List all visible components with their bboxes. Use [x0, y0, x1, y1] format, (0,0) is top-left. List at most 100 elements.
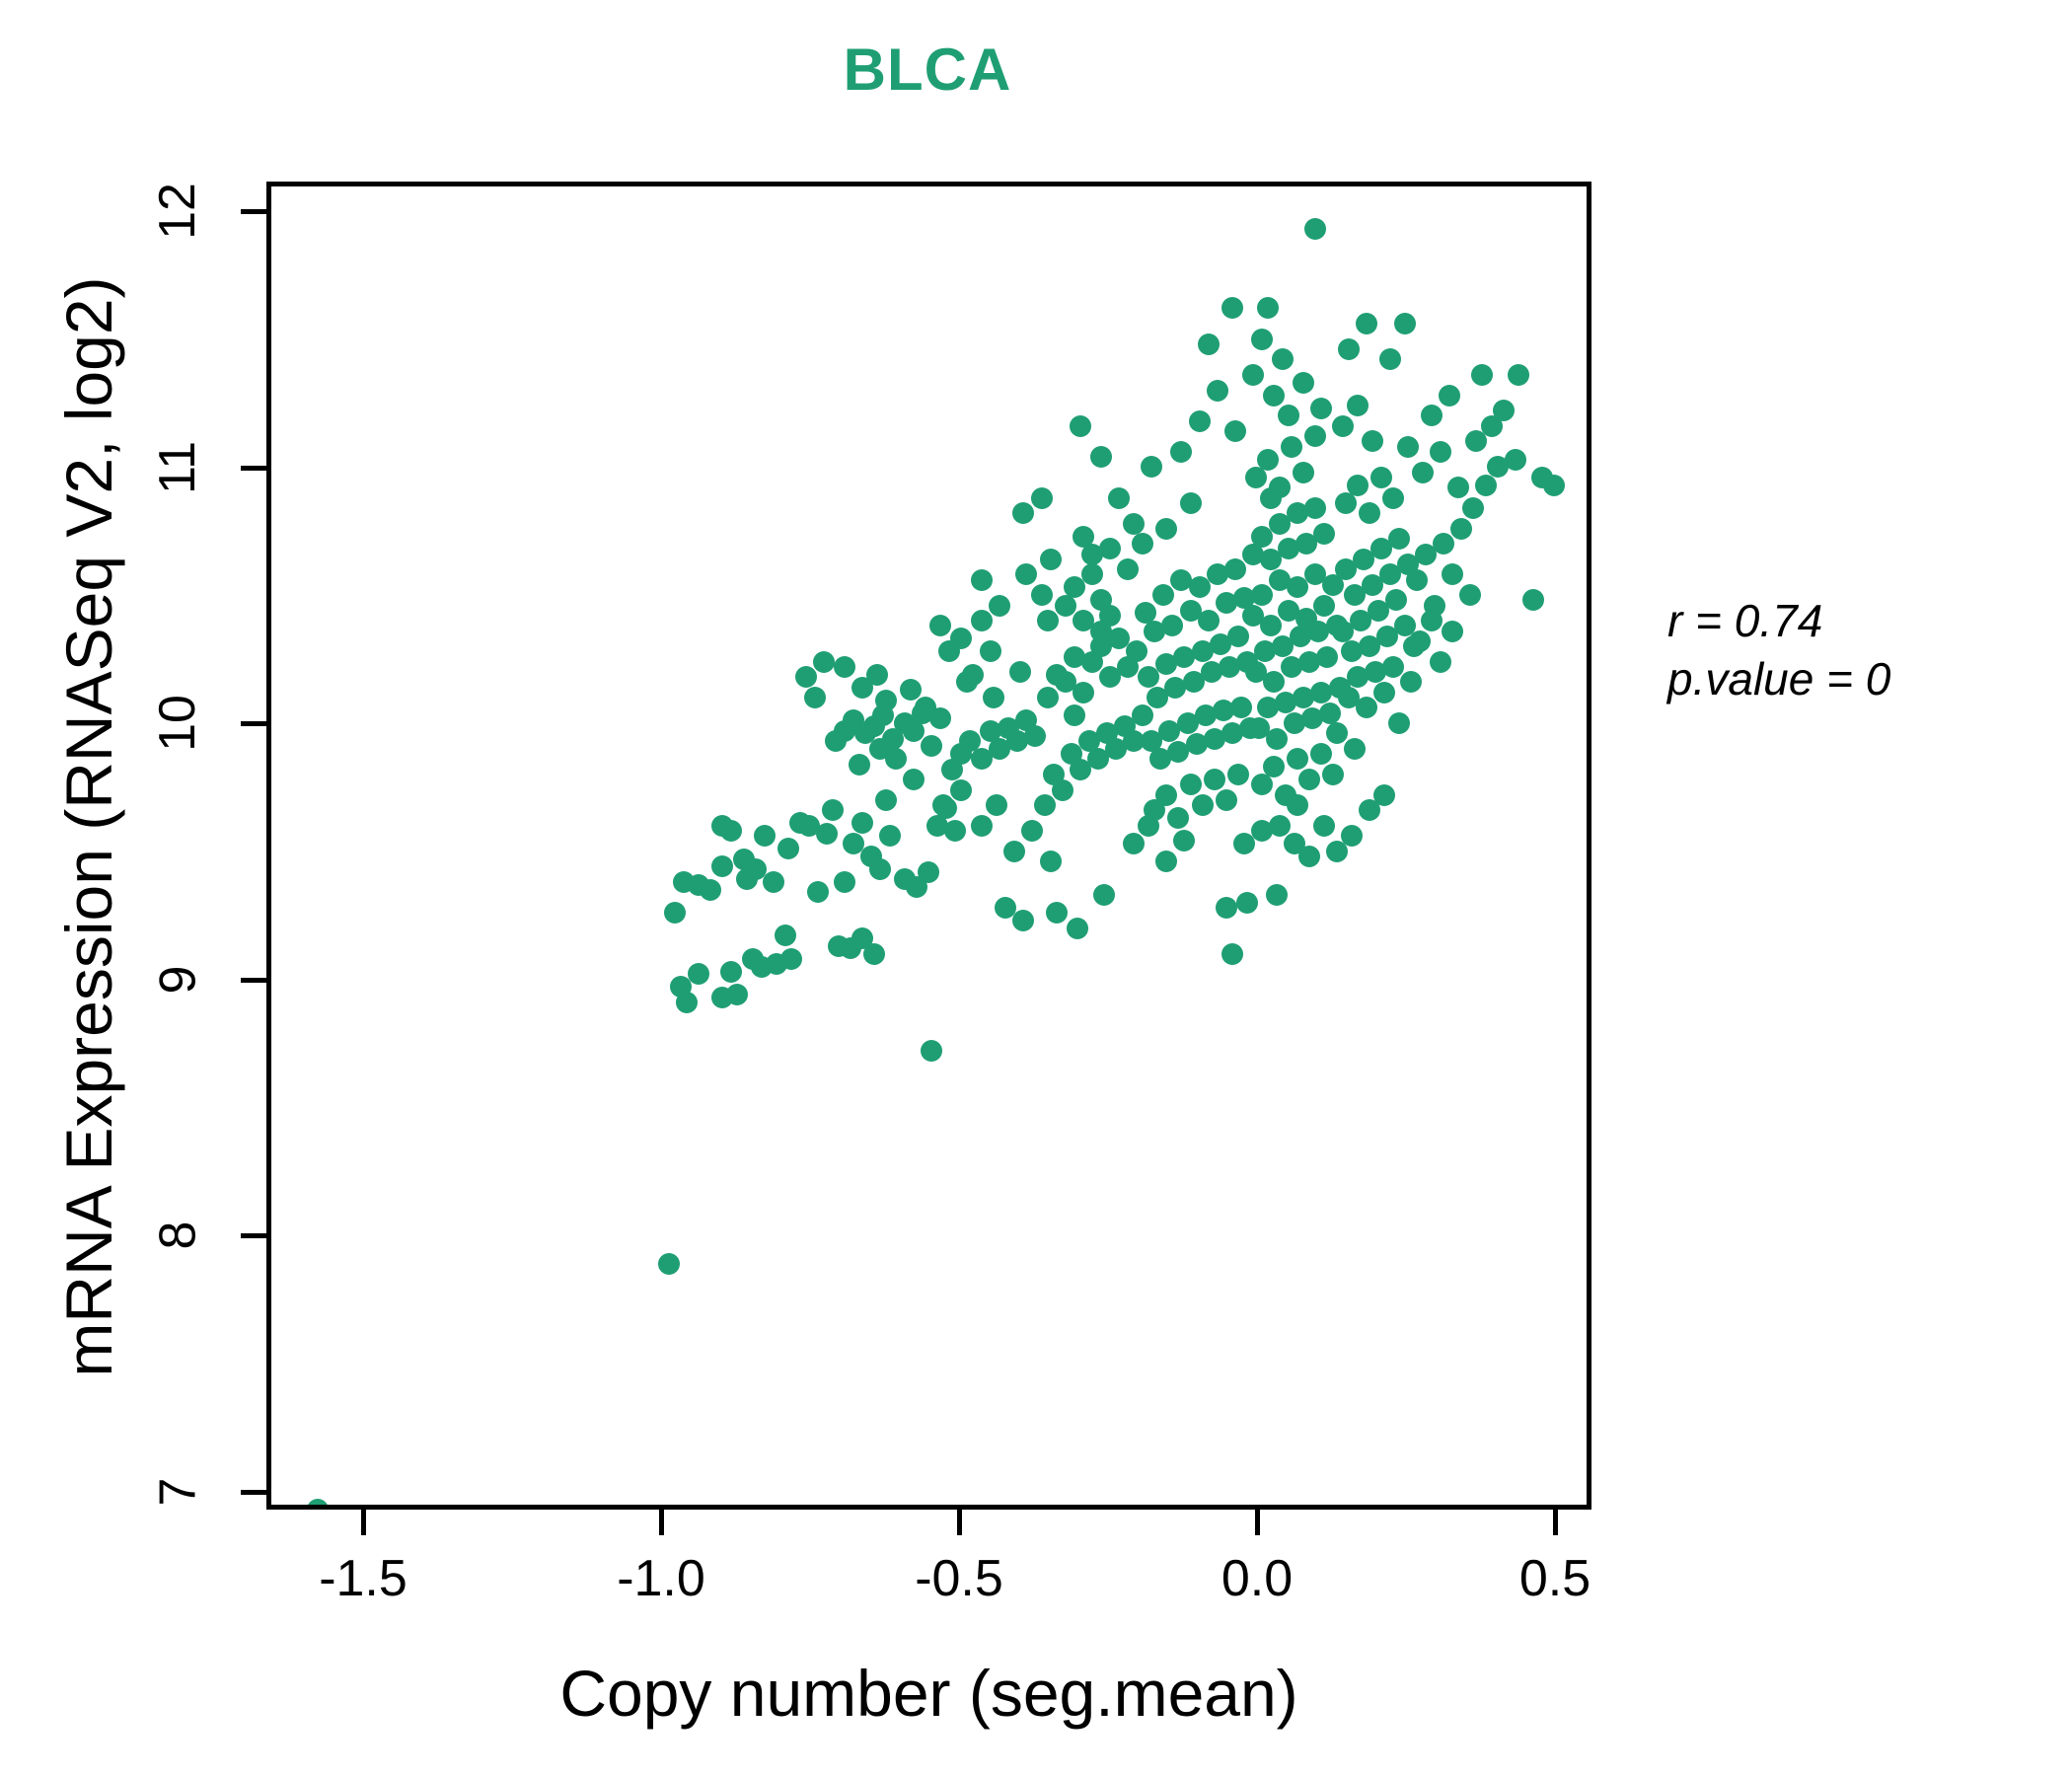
scatter-point — [1188, 409, 1211, 432]
scatter-point — [1400, 671, 1422, 694]
scatter-point — [1257, 697, 1280, 719]
scatter-point — [735, 868, 758, 891]
scatter-point — [1244, 466, 1267, 488]
scatter-point — [1304, 217, 1327, 240]
scatter-point — [1051, 778, 1073, 801]
scatter-point — [1387, 528, 1410, 551]
scatter-point — [875, 689, 898, 711]
scatter-point — [1287, 794, 1309, 817]
scatter-point — [1310, 397, 1333, 419]
scatter-point — [1442, 620, 1464, 642]
scatter-point — [1209, 632, 1231, 655]
scatter-point — [1232, 586, 1255, 609]
scatter-point — [1072, 610, 1094, 632]
scatter-point — [995, 896, 1017, 919]
scatter-point — [1108, 628, 1131, 650]
scatter-point — [1152, 584, 1175, 607]
scatter-point — [1251, 820, 1273, 843]
scatter-point — [1372, 783, 1395, 806]
x-tick-label: -0.5 — [915, 1550, 1003, 1607]
scatter-point — [1430, 650, 1452, 673]
scatter-point — [1218, 655, 1240, 678]
scatter-point — [1310, 743, 1333, 766]
scatter-point — [1298, 769, 1321, 791]
scatter-point — [1229, 697, 1252, 719]
x-tick-mark — [361, 1510, 366, 1535]
scatter-point — [1334, 491, 1357, 514]
scatter-point — [1077, 730, 1100, 753]
scatter-point — [1430, 440, 1452, 463]
scatter-point — [1447, 477, 1470, 499]
scatter-point — [1358, 799, 1380, 822]
scatter-point — [1409, 629, 1432, 652]
scatter-point — [1191, 640, 1214, 663]
scatter-point — [1251, 525, 1273, 548]
scatter-point — [1331, 414, 1354, 437]
scatter-point — [1194, 704, 1217, 727]
scatter-point — [1098, 666, 1121, 689]
scatter-point — [1378, 348, 1401, 371]
scatter-point — [664, 902, 687, 925]
scatter-point — [1251, 774, 1273, 796]
scatter-point — [753, 825, 776, 848]
scatter-point — [834, 870, 856, 893]
x-tick-mark — [1255, 1510, 1260, 1535]
scatter-point — [1108, 486, 1131, 509]
scatter-point — [1030, 486, 1053, 509]
scatter-point — [1203, 769, 1225, 791]
scatter-point — [1269, 512, 1292, 535]
scatter-point — [1170, 440, 1193, 463]
scatter-point — [1492, 400, 1515, 422]
scatter-point — [1179, 599, 1202, 622]
scatter-point — [1135, 602, 1157, 625]
x-tick-mark — [1553, 1510, 1558, 1535]
scatter-point — [1030, 584, 1053, 607]
scatter-point — [1322, 573, 1345, 596]
scatter-point — [1307, 620, 1330, 642]
scatter-point — [1158, 719, 1181, 742]
scatter-point — [1141, 456, 1163, 479]
scatter-point — [971, 610, 994, 632]
scatter-point — [1141, 730, 1163, 753]
y-tick-mark — [241, 721, 266, 727]
correlation-value: r = 0.74 — [1667, 595, 1823, 646]
y-axis-title-wrap: mRNA Expression (RNASeq V2, log2) — [49, 136, 128, 1517]
scatter-point — [1105, 737, 1128, 760]
scatter-point — [1191, 794, 1214, 817]
scatter-point — [1346, 666, 1369, 689]
scatter-point — [1421, 405, 1443, 427]
scatter-point — [1465, 430, 1488, 453]
scatter-point — [1066, 917, 1088, 939]
scatter-point — [949, 628, 972, 650]
scatter-point — [1161, 615, 1184, 637]
x-tick-label: 0.0 — [1221, 1550, 1294, 1607]
scatter-point — [1337, 337, 1360, 360]
scatter-point — [1343, 737, 1366, 760]
scatter-point — [1063, 704, 1085, 727]
scatter-point — [1039, 548, 1062, 570]
scatter-point — [971, 568, 994, 591]
scatter-point — [306, 1498, 329, 1505]
scatter-point — [1471, 363, 1494, 386]
scatter-point — [1173, 645, 1196, 668]
scatter-point — [1281, 435, 1303, 458]
scatter-point — [1072, 681, 1094, 703]
scatter-point — [1024, 724, 1047, 747]
scatter-point — [943, 820, 966, 843]
scatter-point — [1275, 692, 1297, 714]
scatter-point — [1480, 414, 1503, 437]
scatter-point — [1346, 395, 1369, 417]
scatter-point — [1313, 814, 1336, 837]
scatter-point — [1226, 625, 1249, 647]
scatter-point — [1036, 687, 1059, 709]
scatter-point — [762, 870, 784, 893]
scatter-point — [1167, 807, 1190, 830]
scatter-point — [1098, 538, 1121, 560]
scatter-point — [878, 825, 901, 848]
scatter-point — [726, 984, 749, 1006]
scatter-point — [1393, 615, 1416, 637]
scatter-point — [1313, 594, 1336, 617]
scatter-point — [849, 753, 871, 776]
scatter-point — [1215, 896, 1237, 919]
scatter-point — [1039, 851, 1062, 873]
